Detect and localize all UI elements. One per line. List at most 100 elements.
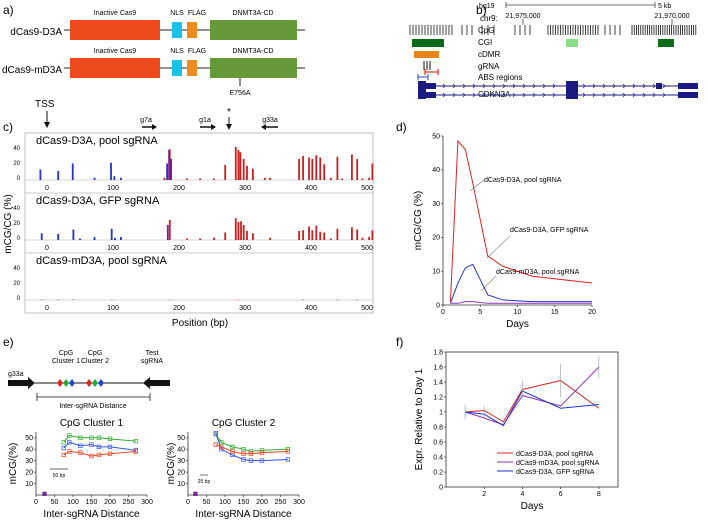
methylation-bar	[311, 230, 314, 240]
cluster1-diamonds	[57, 379, 75, 387]
panel-label-a: a)	[3, 3, 14, 17]
x-tick-label: 50	[51, 499, 59, 506]
data-point	[133, 439, 139, 444]
data-point	[61, 452, 66, 458]
star-label: *	[227, 107, 231, 118]
guide-label-g1a: g1a	[199, 117, 211, 124]
intron-chevron	[542, 83, 546, 89]
y-tick-label: 50	[25, 435, 33, 442]
y-tick-label: 20	[25, 469, 33, 476]
x-tick-label: 150	[86, 499, 98, 506]
x-tick-label: 250	[123, 499, 135, 506]
data-point	[89, 453, 94, 459]
methylation-bar	[234, 218, 237, 240]
methylation-bar	[199, 238, 202, 240]
series-label: dCas9-mD3A, pool sgRNA	[496, 269, 580, 276]
data-point	[248, 458, 254, 463]
y-tick-label: 30	[432, 201, 440, 208]
flag-domain	[187, 60, 197, 76]
y-axis-label: Expr. Relative to Day 1	[414, 368, 425, 470]
data-point	[107, 436, 113, 442]
methylation-bar	[308, 157, 310, 180]
intron-chevron	[592, 83, 596, 89]
track-label-cgi: CGI	[478, 38, 492, 47]
x-tick-label: 0	[45, 245, 49, 252]
x-tick-label: 2	[482, 491, 486, 498]
scale-label: 5 kb	[658, 3, 671, 10]
y-tick-label: 0.4	[433, 454, 443, 461]
cgi-block	[412, 39, 444, 47]
methylation-bar	[371, 230, 374, 240]
y-tick-label: 1.8	[433, 349, 443, 356]
cas9-domain	[70, 58, 160, 78]
methylation-bar	[57, 171, 60, 180]
x-tick-label: 0	[45, 305, 49, 312]
methylation-bar	[213, 237, 215, 240]
methylation-bar	[166, 163, 169, 180]
y-tick-label: 50	[177, 435, 185, 442]
intron-chevron	[652, 92, 656, 98]
x-tick-label: 150	[238, 499, 250, 506]
methylation-bar	[186, 238, 188, 240]
y-tick-label: 10	[432, 269, 440, 276]
x-tick-label: 0	[441, 309, 445, 316]
methylation-bar	[368, 177, 370, 180]
methylation-bar	[234, 147, 237, 180]
cdkn2a-gene-model	[418, 81, 698, 99]
x-tick-label: 300	[293, 499, 305, 506]
right-guide-label-line2: sgRNA	[141, 358, 164, 365]
methylation-bar	[252, 233, 254, 240]
cluster2-label-line2: Cluster 2	[81, 358, 109, 365]
scale-bar-label: 25 bp	[198, 479, 211, 485]
data-point	[230, 449, 235, 454]
flag-label: FLAG	[188, 10, 206, 17]
methylation-bar	[341, 178, 343, 180]
methylation-bar	[336, 156, 339, 180]
y-axis-label: mCG/(%)	[166, 443, 177, 485]
panel-e-cluster2-chart: 0 50 100 150 200 250 300 10 20 30 40 50 CpG Cluster …	[166, 418, 305, 520]
methylation-bar	[113, 176, 116, 180]
dnmt3a-domain	[210, 20, 297, 40]
intron-chevron	[522, 83, 526, 89]
methylation-bar	[242, 159, 245, 180]
left-guide-label: g33a	[8, 371, 24, 378]
methylation-bar	[237, 150, 240, 180]
guide-label-g7a: g7a	[140, 117, 152, 124]
panel-e-cluster1-chart: 0 50 100 150 200 250 300 10 20 30 40 50 CpG Cluster …	[8, 418, 153, 520]
flag-domain	[187, 22, 197, 38]
methylation-bar	[323, 164, 326, 180]
y-tick-label: 40	[432, 167, 440, 174]
y-tick-label: 10	[177, 481, 185, 488]
data-point	[285, 449, 291, 454]
intron-chevron	[622, 92, 626, 98]
cpg-diamond-blue	[98, 379, 104, 387]
y-tick-label: 40	[13, 266, 20, 272]
y-axis-label: mCG/(%)	[8, 443, 19, 485]
series-label: dCas9-D3A, GFP sgRNA	[510, 227, 589, 234]
intron-chevron	[442, 92, 446, 98]
methylation-bar	[329, 177, 332, 180]
intron-chevron	[632, 83, 636, 89]
methylation-bar	[315, 225, 318, 240]
construct-name-md3a: dCas9-mD3A	[2, 65, 62, 76]
track-title-mut: dCas9-mD3A, pool sgRNA	[36, 255, 167, 267]
legend-label: dCas9-D3A, GFP sgRNA	[516, 469, 595, 476]
series-line	[465, 379, 600, 423]
methylation-bar	[163, 177, 166, 180]
methylation-bar	[319, 157, 322, 180]
intron-chevron	[492, 92, 496, 98]
methylation-bar	[323, 232, 326, 240]
methylation-bar	[120, 237, 122, 240]
data-point	[78, 450, 83, 455]
cpg-track	[409, 25, 697, 35]
data-point	[133, 449, 139, 454]
intron-chevron	[602, 92, 606, 98]
intron-chevron	[602, 83, 606, 89]
methylation-bar	[302, 230, 304, 240]
y-tick-label: 0	[17, 296, 21, 302]
panel-e-diagram: g33a CpG Cluster 1 CpG Cluster 2 Test sg…	[8, 350, 170, 410]
y-tick-label: 20	[13, 221, 20, 227]
x-tick-label: 200	[256, 499, 268, 506]
data-point	[285, 457, 291, 462]
